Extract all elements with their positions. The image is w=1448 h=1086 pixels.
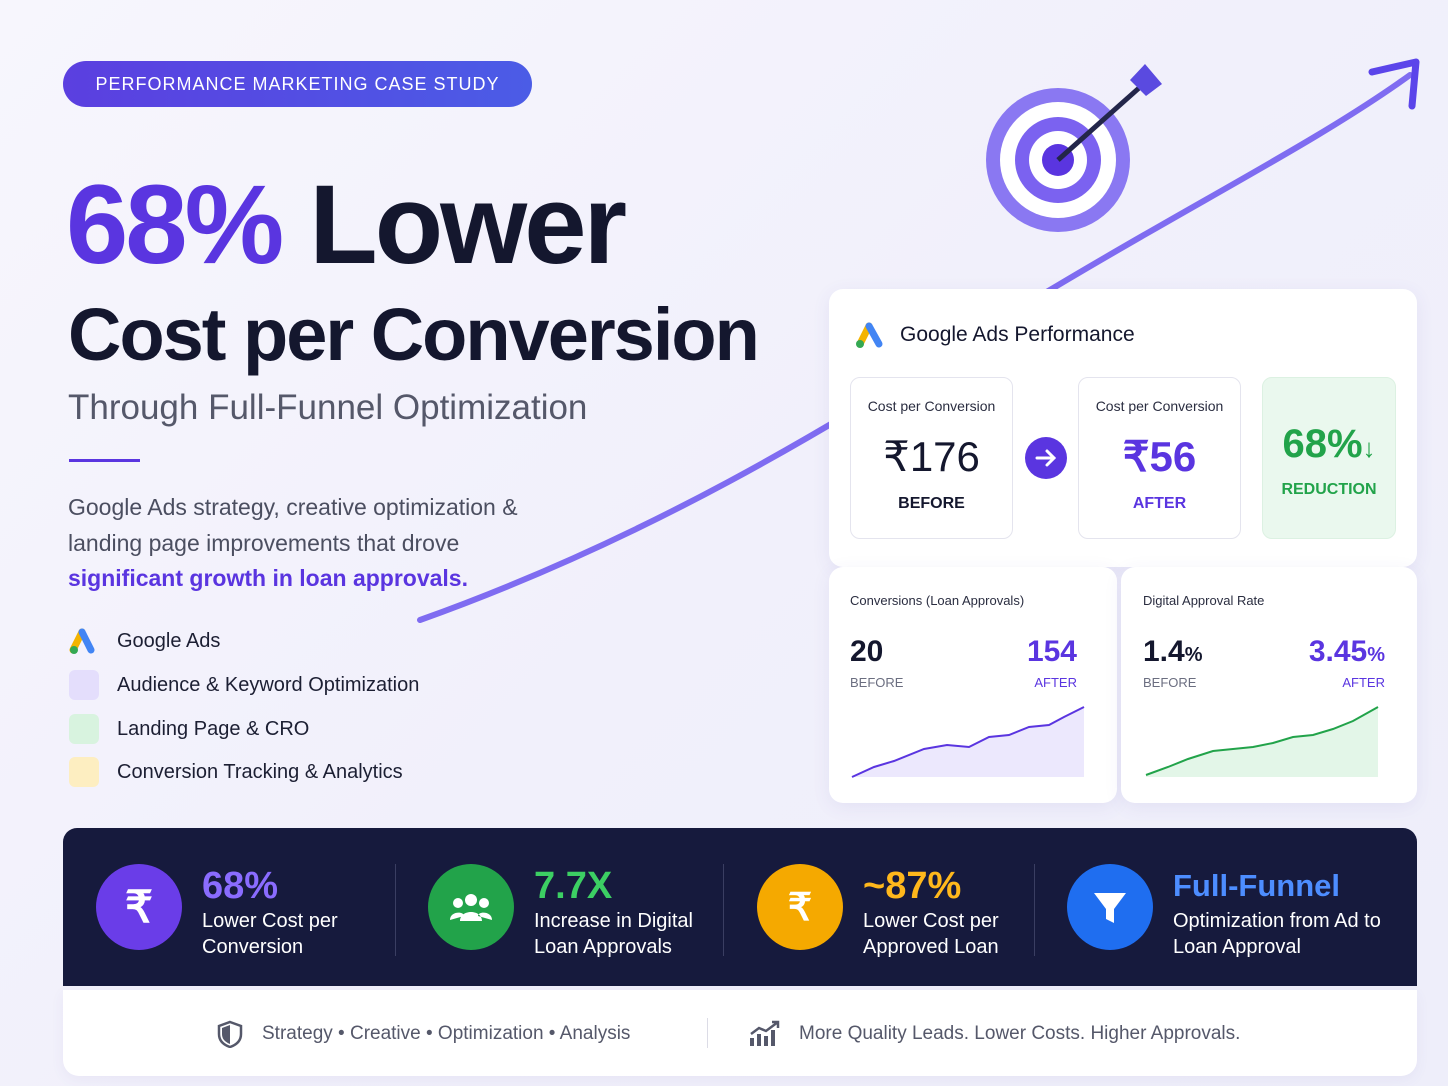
- arrow-head: [1368, 58, 1420, 110]
- footer-left: Strategy • Creative • Optimization • Ana…: [262, 1023, 631, 1044]
- reduction-box: 68%↓ REDUCTION: [1262, 377, 1396, 539]
- description: Google Ads strategy, creative optimizati…: [68, 490, 578, 597]
- service-label: Google Ads: [117, 629, 221, 652]
- service-item: Conversion Tracking & Analytics: [69, 757, 403, 787]
- metric-title: Digital Approval Rate: [1143, 593, 1265, 608]
- funnel-icon: [1067, 864, 1153, 950]
- headline-highlight: 68%: [66, 162, 284, 287]
- stat-value: Full-Funnel: [1173, 868, 1341, 903]
- chart-icon: [750, 1020, 780, 1046]
- stat-label: Increase in Digital Loan Approvals: [534, 910, 693, 958]
- after-group: 154 AFTER: [1027, 635, 1077, 690]
- separator: [395, 864, 396, 956]
- headline: 68% Lower: [66, 160, 627, 289]
- rupee-icon: ₹: [96, 864, 182, 950]
- after-tag: AFTER: [1034, 675, 1077, 690]
- stat-value: 7.7X: [534, 865, 613, 907]
- before-value: 1.4%: [1143, 635, 1203, 669]
- tracking-icon: [69, 757, 99, 787]
- subtitle: Through Full-Funnel Optimization: [68, 388, 588, 427]
- service-item: Google Ads: [69, 626, 220, 656]
- metric-label: Cost per Conversion: [1095, 398, 1224, 414]
- value-number: 1.4: [1143, 635, 1185, 668]
- metric-label: Cost per Conversion: [867, 398, 996, 414]
- stat-text: ~87% Lower Cost per Approved Loan: [863, 864, 1023, 960]
- stat: ₹ ~87% Lower Cost per Approved Loan: [757, 864, 1023, 960]
- before-tag: BEFORE: [1143, 675, 1197, 690]
- footer: Strategy • Creative • Optimization • Ana…: [63, 990, 1417, 1076]
- stat-value: 68%: [202, 865, 279, 907]
- stat-label: Lower Cost per Conversion: [202, 910, 338, 958]
- shield-icon: [217, 1020, 243, 1048]
- after-box: Cost per Conversion ₹56 AFTER: [1078, 377, 1241, 539]
- after-tag: AFTER: [1342, 675, 1385, 690]
- stat: 7.7X Increase in Digital Loan Approvals: [428, 864, 709, 960]
- footer-right: More Quality Leads. Lower Costs. Higher …: [799, 1023, 1241, 1044]
- service-label: Audience & Keyword Optimization: [117, 673, 420, 696]
- before-value: 20: [850, 635, 884, 668]
- metric-tag: AFTER: [1132, 495, 1187, 512]
- after-value: 3.45%: [1309, 635, 1385, 669]
- reduction-number: 68%: [1282, 422, 1363, 466]
- stat-label: Optimization from Ad to Loan Approval: [1173, 910, 1381, 958]
- service-label: Landing Page & CRO: [117, 717, 310, 740]
- google-ads-logo: [856, 322, 883, 348]
- down-arrow: ↓: [1362, 433, 1376, 463]
- metric-card: Digital Approval Rate 1.4% BEFORE 3.45% AF…: [1121, 567, 1417, 803]
- stat: Full-Funnel Optimization from Ad to Loan …: [1067, 864, 1393, 960]
- metric-value: ₹56: [1122, 433, 1197, 480]
- description-text: Google Ads strategy, creative optimizati…: [68, 494, 518, 556]
- after-group: 3.45% AFTER: [1309, 635, 1385, 690]
- after-value: 154: [1026, 635, 1077, 668]
- value-unit: %: [1184, 644, 1203, 666]
- value-unit: %: [1367, 644, 1385, 666]
- stat-label: Lower Cost per Approved Loan: [863, 910, 999, 958]
- google-ads-icon: [69, 628, 95, 654]
- metric-card: Conversions (Loan Approvals) 20 BEFORE 15…: [829, 567, 1117, 803]
- reduction-value: 68%↓: [1263, 422, 1395, 467]
- before-tag: BEFORE: [850, 675, 904, 690]
- separator: [707, 1018, 708, 1048]
- stat-text: 68% Lower Cost per Conversion: [202, 864, 372, 960]
- before-group: 20 BEFORE: [850, 635, 903, 690]
- people-icon: [428, 864, 514, 950]
- panel-title: Google Ads Performance: [900, 323, 1135, 346]
- stat-text: 7.7X Increase in Digital Loan Approvals: [534, 864, 709, 960]
- target-icon: [986, 64, 1162, 232]
- landing-icon: [69, 714, 99, 744]
- stat-value: ~87%: [863, 865, 962, 907]
- audience-icon: [69, 670, 99, 700]
- divider: [69, 459, 140, 462]
- before-box: Cost per Conversion ₹176 BEFORE: [850, 377, 1013, 539]
- trend-line: [851, 706, 1085, 778]
- arrow-circle: [1025, 437, 1067, 479]
- stats-bar: [63, 828, 1417, 986]
- service-label: Conversion Tracking & Analytics: [117, 760, 403, 783]
- performance-panel: Google Ads Performance Cost per Conversi…: [829, 289, 1417, 567]
- coin-icon: ₹: [757, 864, 843, 950]
- before-group: 1.4% BEFORE: [1143, 635, 1203, 690]
- service-item: Audience & Keyword Optimization: [69, 670, 419, 700]
- separator: [723, 864, 724, 956]
- separator: [1034, 864, 1035, 956]
- service-item: Landing Page & CRO: [69, 714, 309, 744]
- metric-value: ₹176: [883, 433, 980, 480]
- trend-line: [1145, 706, 1379, 777]
- metric-title: Conversions (Loan Approvals): [850, 593, 1025, 608]
- headline-rest: Lower: [309, 162, 627, 287]
- stat: ₹68% Lower Cost per Conversion: [96, 864, 372, 960]
- metric-tag: BEFORE: [898, 495, 965, 512]
- reduction-tag: REDUCTION: [1281, 481, 1377, 498]
- description-highlight: significant growth in loan approvals.: [68, 565, 468, 591]
- value-number: 3.45: [1308, 635, 1368, 668]
- badge: PERFORMANCE MARKETING CASE STUDY: [63, 61, 532, 107]
- headline-line2: Cost per Conversion: [68, 293, 760, 376]
- stat-text: Full-Funnel Optimization from Ad to Loan …: [1173, 864, 1393, 960]
